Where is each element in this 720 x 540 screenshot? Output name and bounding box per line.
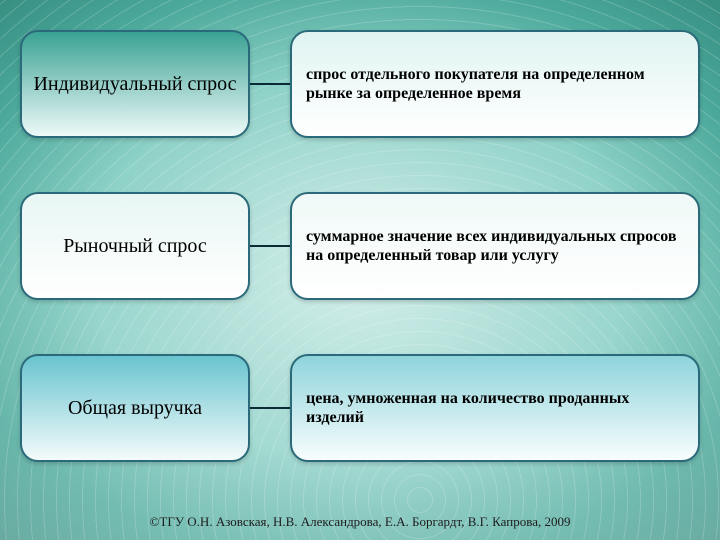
row-individual-demand: Индивидуальный спрос спрос отдельного по… — [20, 30, 700, 138]
row-total-revenue: Общая выручка цена, умноженная на количе… — [20, 354, 700, 462]
copyright-footer: ©ТГУ О.Н. Азовская, Н.В. Александрова, Е… — [0, 514, 720, 530]
row-market-demand: Рыночный спрос суммарное значение всех и… — [20, 192, 700, 300]
definition-box: цена, умноженная на количество проданных… — [290, 354, 700, 462]
definition-box: спрос отдельного покупателя на определен… — [290, 30, 700, 138]
connector-line — [250, 245, 290, 247]
term-box: Общая выручка — [20, 354, 250, 462]
connector-line — [250, 407, 290, 409]
definition-rows: Индивидуальный спрос спрос отдельного по… — [20, 30, 700, 462]
term-box: Рыночный спрос — [20, 192, 250, 300]
definition-box: суммарное значение всех индивидуальных с… — [290, 192, 700, 300]
term-box: Индивидуальный спрос — [20, 30, 250, 138]
connector-line — [250, 83, 290, 85]
